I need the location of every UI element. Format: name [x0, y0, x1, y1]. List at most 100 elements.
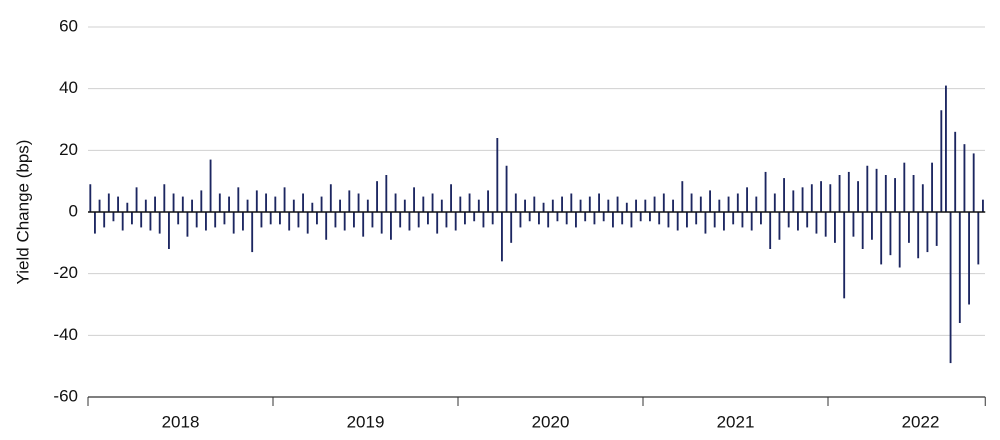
bar	[362, 212, 365, 237]
bar	[820, 181, 822, 212]
bar	[662, 193, 665, 212]
bar	[847, 171, 850, 212]
bar	[491, 212, 494, 225]
bar	[792, 190, 795, 212]
y-tick-label: -60	[53, 386, 78, 405]
bar	[547, 212, 550, 228]
y-tick-label: -20	[53, 263, 78, 282]
bar	[218, 193, 221, 212]
bar	[431, 193, 434, 212]
bar	[653, 196, 656, 212]
bar	[579, 199, 582, 212]
bar	[283, 187, 286, 212]
bar	[755, 196, 758, 212]
bar	[89, 184, 92, 212]
bar	[140, 212, 143, 228]
bar	[824, 212, 827, 237]
bar	[940, 110, 943, 212]
bar	[422, 196, 425, 212]
bar	[972, 153, 975, 212]
bar	[135, 187, 138, 212]
bar	[866, 165, 869, 212]
bar	[195, 212, 198, 228]
bar	[445, 212, 448, 228]
bar	[380, 212, 383, 234]
bar	[232, 212, 235, 234]
bar	[713, 212, 716, 228]
bar	[163, 184, 166, 212]
bar	[630, 212, 633, 228]
bar	[699, 196, 702, 212]
bar	[723, 212, 725, 231]
bar	[510, 212, 513, 243]
x-tick-label: 2020	[532, 412, 570, 431]
bar	[246, 199, 249, 212]
bar	[501, 212, 503, 262]
bar	[524, 199, 526, 212]
bar	[477, 199, 480, 212]
bar	[112, 212, 115, 222]
bar	[343, 212, 346, 231]
bar	[672, 199, 674, 212]
bar	[181, 196, 184, 212]
bar	[917, 212, 920, 259]
bar	[292, 199, 295, 212]
bar	[843, 212, 846, 299]
bar	[403, 199, 406, 212]
bar	[427, 212, 429, 225]
bar	[94, 212, 96, 234]
bar	[686, 212, 688, 228]
bar	[875, 168, 878, 212]
x-tick-label: 2018	[162, 412, 200, 431]
bar	[949, 212, 952, 364]
x-tick-label: 2022	[902, 412, 940, 431]
bar	[570, 193, 573, 212]
bar	[320, 196, 323, 212]
bar	[926, 212, 929, 253]
bar	[103, 212, 106, 228]
bar	[228, 196, 230, 212]
bar	[528, 212, 531, 222]
bar	[117, 196, 119, 212]
bar	[533, 196, 536, 212]
bar	[783, 178, 785, 212]
bar	[871, 212, 873, 240]
bar	[154, 196, 156, 212]
bar	[607, 199, 610, 212]
bar	[223, 212, 226, 225]
bar	[311, 202, 314, 212]
bar	[413, 187, 415, 212]
bar	[357, 193, 360, 212]
bar	[787, 212, 790, 228]
y-tick-label: 60	[59, 16, 78, 35]
bar	[676, 212, 679, 231]
bar	[436, 212, 439, 234]
bar	[191, 199, 193, 212]
bar	[255, 190, 258, 212]
bar	[982, 199, 984, 212]
bar	[968, 212, 970, 305]
bar	[884, 175, 887, 212]
bar	[260, 212, 263, 228]
bar	[958, 212, 961, 323]
bar	[760, 212, 762, 225]
y-tick-label: 40	[59, 78, 78, 97]
bar	[473, 212, 476, 222]
bar	[977, 212, 980, 265]
bar	[366, 199, 369, 212]
bar	[496, 138, 499, 212]
bar	[274, 196, 277, 212]
bar	[565, 212, 568, 225]
bar	[316, 212, 318, 225]
bar	[718, 199, 721, 212]
bar	[834, 212, 836, 243]
bar	[399, 212, 402, 228]
bar	[214, 212, 217, 228]
bar	[482, 212, 485, 228]
bar	[149, 212, 152, 231]
bar	[454, 212, 457, 231]
bar	[709, 190, 711, 212]
bar	[209, 159, 212, 212]
bar	[265, 193, 267, 212]
bar	[440, 199, 443, 212]
